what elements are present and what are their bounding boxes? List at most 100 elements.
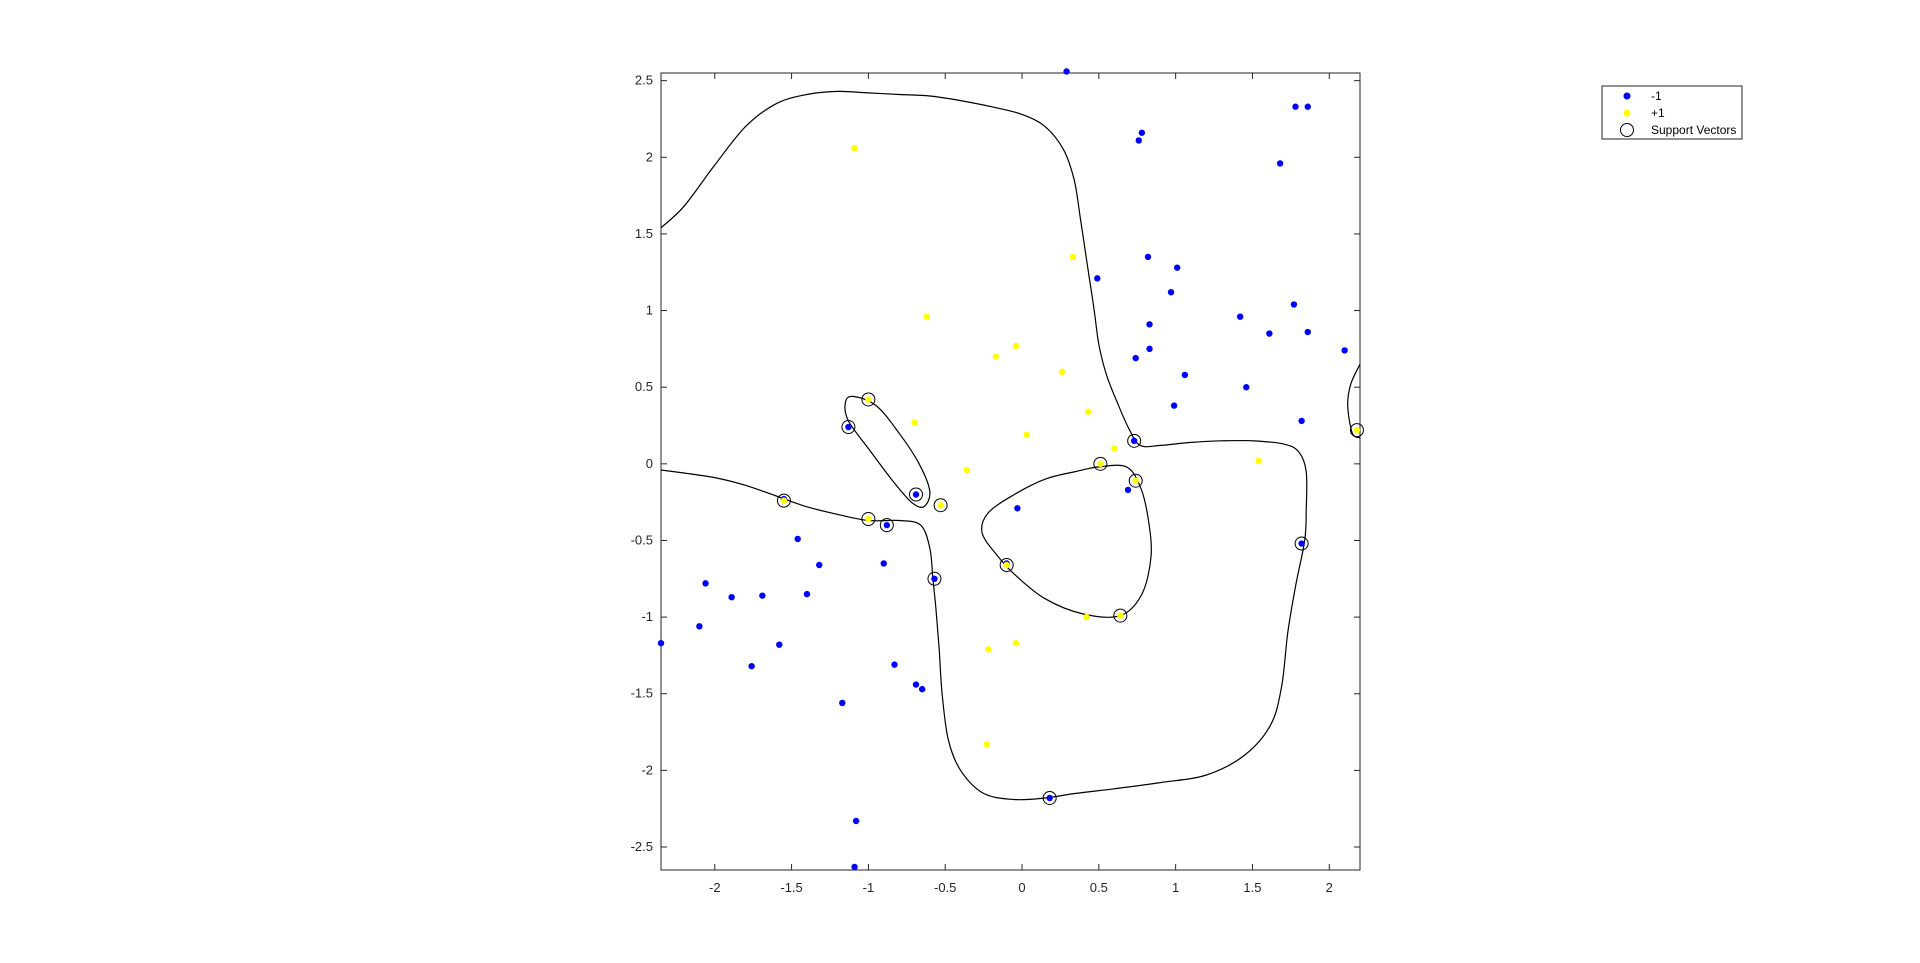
legend-item-pos: +1 (1623, 106, 1665, 120)
y-tick-label: -1 (641, 609, 653, 624)
point-class-neg (748, 662, 755, 670)
x-axis-ticks: -2 -1.5 -1 -0.5 0 0.5 1 1.5 2 (709, 73, 1333, 895)
point-class-pos (1058, 368, 1066, 376)
decision-boundary-curve (844, 395, 931, 509)
y-tick-label: 1.5 (635, 226, 653, 241)
point-class-neg (1063, 68, 1070, 75)
legend-marker-blue-dot (1623, 92, 1631, 100)
y-tick-label: 2 (646, 149, 653, 164)
point-class-neg (1094, 275, 1101, 282)
x-tick-label: 1.5 (1243, 880, 1261, 895)
point-class-pos (1117, 612, 1124, 619)
support-vector-marker (1294, 536, 1309, 551)
point-class-neg (803, 590, 811, 598)
legend-label-support-vectors: Support Vectors (1651, 123, 1736, 137)
legend-marker-open-circle (1620, 123, 1634, 137)
data-points-group (657, 68, 1364, 871)
support-vector-marker (861, 512, 876, 527)
point-class-neg (918, 685, 926, 693)
point-class-pos (1069, 253, 1076, 261)
y-tick-label: 0.5 (635, 379, 653, 394)
point-class-neg (702, 580, 709, 587)
point-class-pos (983, 741, 990, 748)
legend: -1 +1 Support Vectors (1601, 85, 1743, 140)
point-class-pos (1084, 408, 1092, 415)
point-class-pos (865, 396, 872, 403)
support-vector-marker (1349, 423, 1364, 438)
point-class-neg (696, 623, 703, 630)
y-tick-label: 2.5 (635, 73, 653, 88)
point-class-neg (1124, 486, 1132, 494)
point-class-neg (1046, 794, 1053, 802)
point-class-neg (1173, 264, 1181, 271)
x-tick-label: -1 (863, 880, 875, 895)
plot-area: -2 -1.5 -1 -0.5 0 0.5 1 1.5 2 -2.5 -2 -1.5 -1 -0.5 0 0… (631, 68, 1364, 895)
point-class-neg (912, 681, 920, 688)
support-vector-marker (1128, 473, 1143, 488)
point-class-neg (1243, 384, 1250, 391)
y-tick-label: -2 (641, 762, 653, 777)
point-class-pos (1012, 342, 1020, 350)
point-class-neg (845, 423, 852, 431)
point-class-neg (1298, 417, 1305, 425)
support-vector-marker (841, 420, 856, 435)
point-class-neg (1014, 505, 1021, 512)
point-class-neg (891, 661, 898, 668)
y-tick-label: 0 (646, 456, 653, 471)
point-class-pos (923, 313, 930, 320)
point-class-pos (1132, 477, 1139, 484)
point-class-pos (1097, 460, 1104, 468)
y-tick-label: 1 (646, 303, 653, 318)
point-class-neg (883, 521, 891, 529)
support-vector-marker (879, 518, 894, 533)
point-class-neg (1276, 160, 1284, 167)
point-class-neg (1236, 313, 1244, 320)
y-tick-label: -2.5 (631, 839, 653, 854)
point-class-neg (1144, 253, 1152, 261)
point-class-neg (1135, 137, 1142, 144)
point-class-pos (937, 502, 944, 509)
support-vector-marker (927, 571, 942, 586)
support-vector-marker (933, 498, 948, 513)
point-class-pos (911, 419, 918, 426)
x-tick-label: 2 (1326, 880, 1333, 895)
y-tick-label: -0.5 (631, 532, 653, 547)
support-vector-marker (776, 493, 791, 508)
x-tick-label: 0.5 (1090, 880, 1108, 895)
point-class-neg (776, 641, 783, 648)
point-class-neg (794, 535, 801, 543)
point-class-pos (780, 497, 788, 504)
point-class-pos (1012, 639, 1020, 647)
point-class-neg (1304, 328, 1311, 336)
x-tick-label: -2 (709, 880, 721, 895)
point-class-neg (1290, 301, 1298, 308)
point-class-neg (1146, 321, 1153, 328)
point-class-pos (1083, 613, 1090, 621)
legend-label-pos: +1 (1651, 106, 1665, 120)
point-class-neg (912, 491, 920, 498)
point-class-neg (657, 639, 665, 647)
support-vector-marker (1127, 433, 1142, 448)
point-class-neg (880, 560, 887, 567)
y-tick-label: -1.5 (631, 686, 653, 701)
support-vector-marker (861, 392, 876, 407)
support-vector-marker (1093, 456, 1108, 471)
support-vector-marker (999, 557, 1014, 572)
point-class-neg (1130, 437, 1138, 445)
point-class-neg (1181, 371, 1189, 379)
point-class-neg (852, 817, 860, 825)
legend-item-support-vectors: Support Vectors (1620, 123, 1736, 137)
point-class-neg (1266, 330, 1273, 337)
decision-boundary-curve (661, 90, 1308, 801)
point-class-pos (1255, 457, 1262, 464)
point-class-neg (816, 561, 823, 569)
point-class-neg (1167, 288, 1175, 296)
point-class-pos (1023, 431, 1030, 438)
y-axis-ticks: -2.5 -2 -1.5 -1 -0.5 0 0.5 1 1.5 2 2.5 (631, 73, 1360, 854)
point-class-neg (1146, 345, 1153, 353)
point-class-neg (1170, 402, 1178, 409)
legend-label-neg: -1 (1651, 89, 1662, 103)
point-class-neg (1292, 103, 1299, 110)
support-vector-marker (1042, 790, 1057, 805)
